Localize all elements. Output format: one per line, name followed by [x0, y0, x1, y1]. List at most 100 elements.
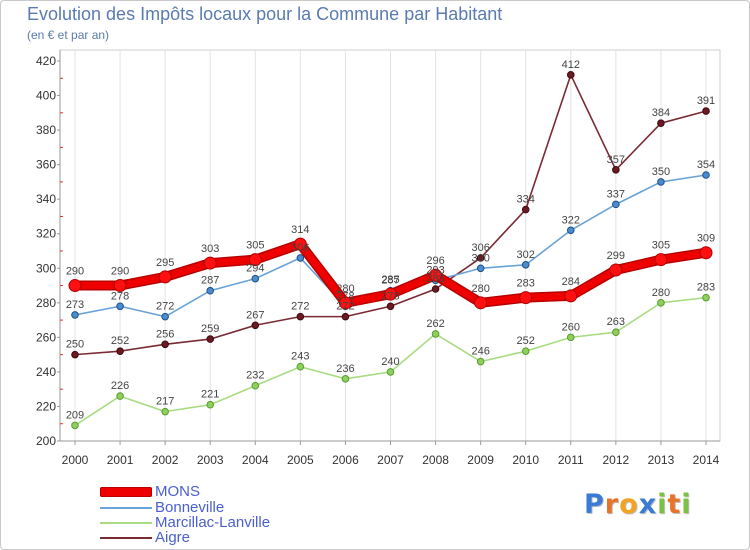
mons-point: [564, 289, 578, 303]
logo-letter: r: [604, 489, 620, 520]
bonneville-point: [566, 226, 575, 235]
aigre-data-label: 250: [66, 339, 84, 351]
aigre-point: [476, 254, 485, 262]
marcillac-lanville-point: [251, 381, 260, 390]
mons-point: [248, 253, 262, 267]
bonneville-data-label: 302: [517, 249, 535, 261]
bonneville-point: [161, 312, 169, 321]
aigre-point: [566, 71, 575, 79]
x-tick-label: 2012: [603, 453, 630, 467]
x-tick-label: 2003: [197, 453, 224, 467]
y-tick-label: 200: [36, 434, 56, 448]
aigre-data-label: 288: [426, 273, 444, 285]
bonneville-data-label: 293: [426, 264, 444, 276]
legend-item-bonneville: Bonneville: [100, 500, 360, 516]
x-tick-label: 2009: [467, 453, 494, 467]
aigre-point: [657, 119, 665, 127]
bonneville-data-label: 287: [201, 275, 219, 287]
marcillac-lanville-data-label: 280: [652, 287, 670, 299]
x-tick-label: 2005: [287, 453, 314, 467]
marcillac-lanville-data-label: 260: [562, 321, 580, 333]
marcillac-lanville-point: [386, 368, 395, 376]
mons-data-label: 290: [111, 266, 129, 278]
mons-point: [474, 296, 488, 310]
marcillac-lanville-data-label: 240: [381, 356, 399, 368]
aigre-data-label: 272: [291, 301, 309, 313]
marcillac-lanville-data-label: 246: [471, 346, 489, 358]
aigre-point: [251, 321, 260, 330]
mons-point: [293, 237, 307, 251]
chart-title: Evolution des Impôts locaux pour la Comm…: [27, 4, 503, 24]
legend-item-aigre: Aigre: [100, 530, 360, 546]
aigre-data-label: 334: [517, 194, 535, 206]
x-tick-label: 2006: [332, 453, 359, 467]
bonneville-data-label: 354: [697, 159, 715, 171]
mons-point: [113, 279, 127, 293]
aigre-data-label: 267: [246, 309, 264, 321]
aigre-point: [386, 302, 395, 311]
y-tick-label: 380: [36, 123, 56, 137]
y-tick-label: 240: [36, 365, 56, 379]
mons-data-label: 295: [156, 257, 174, 269]
logo-letter: o: [619, 489, 639, 520]
marcillac-lanville-data-label: 221: [201, 389, 219, 401]
y-tick-label: 300: [36, 261, 56, 275]
bonneville-data-label: 287: [381, 275, 399, 287]
marcillac-lanville-data-label: 262: [426, 318, 444, 330]
mons-data-label: 283: [517, 278, 535, 290]
y-tick-label: 420: [36, 54, 56, 68]
bonneville-data-label: 322: [562, 214, 580, 226]
aigre-data-label: 252: [111, 335, 129, 347]
mons-data-label: 305: [652, 240, 670, 252]
mons-data-label: 296: [426, 255, 444, 267]
mons-data-label: 280: [336, 283, 354, 295]
marcillac-lanville-point: [71, 421, 79, 430]
aigre-data-label: 272: [336, 301, 354, 313]
mons-data-label: 280: [471, 283, 489, 295]
x-tick-label: 2004: [242, 453, 269, 467]
y-tick-label: 220: [36, 399, 56, 413]
y-tick-label: 400: [36, 89, 56, 103]
y-tick-label: 260: [36, 330, 56, 344]
aigre-point: [296, 312, 305, 321]
mons-data-label: 290: [66, 266, 84, 278]
y-tick-label: 280: [36, 296, 56, 310]
bonneville-data-label: 300: [471, 252, 489, 264]
marcillac-lanville-data-label: 252: [517, 335, 535, 347]
mons-point: [384, 287, 397, 301]
legend-swatch-marcillac-lanville: [100, 522, 152, 524]
aigre-data-label: 259: [201, 323, 219, 335]
marcillac-lanville-point: [657, 299, 665, 307]
legend-item-mons: MONS: [100, 484, 360, 500]
proxiti-logo[interactable]: Proxiti: [584, 489, 692, 520]
bonneville-data-label: 278: [111, 290, 129, 302]
mons-data-label: 299: [607, 250, 625, 262]
mons-point: [203, 256, 217, 270]
mons-data-label: 305: [246, 240, 264, 252]
bonneville-point: [612, 200, 620, 209]
x-tick-label: 2007: [377, 453, 404, 467]
marcillac-lanville-data-label: 232: [246, 370, 264, 382]
legend: MONS Bonneville Marcillac-Lanville Aigre: [100, 484, 360, 546]
mons-data-label: 284: [562, 276, 580, 288]
marcillac-lanville-point: [566, 333, 575, 342]
legend-label-bonneville: Bonneville: [155, 499, 225, 516]
chart-subtitle: (en € et par an): [27, 28, 110, 42]
aigre-point: [431, 285, 440, 293]
x-tick-label: 2008: [422, 453, 449, 467]
bonneville-point: [657, 178, 665, 186]
x-tick-label: 2014: [693, 453, 720, 467]
y-tick-label: 340: [36, 192, 56, 206]
logo-letter: i: [681, 489, 692, 520]
logo-letter: t: [667, 489, 682, 520]
marcillac-lanville-point: [296, 362, 305, 371]
y-tick-label: 320: [36, 227, 56, 241]
x-tick-label: 2002: [152, 453, 179, 467]
marcillac-lanville-point: [116, 392, 124, 400]
x-tick-label: 2013: [648, 453, 675, 467]
mons-point: [699, 246, 713, 260]
marcillac-lanville-data-label: 243: [291, 351, 309, 363]
mons-data-label: 303: [201, 243, 219, 255]
bonneville-point: [251, 274, 260, 283]
x-tick-label: 2010: [512, 453, 539, 467]
